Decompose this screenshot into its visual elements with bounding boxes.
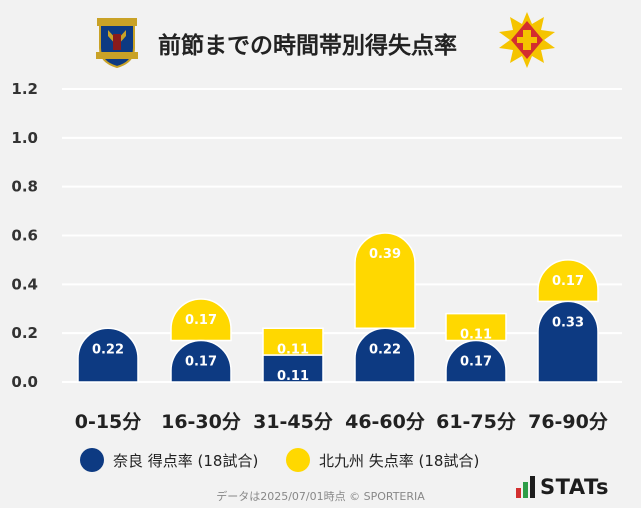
bar-value-label: 0.17 xyxy=(552,274,584,289)
x-tick-label: 31-45分 xyxy=(253,411,333,433)
bar-segment-home xyxy=(537,300,599,383)
stats-bars-icon xyxy=(516,476,535,498)
y-tick-label: 0.8 xyxy=(11,178,38,196)
x-tick-label: 16-30分 xyxy=(161,411,241,433)
stats-brand-text: STATs xyxy=(540,475,609,499)
chart-title: 前節までの時間帯別得失点率 xyxy=(158,33,457,59)
y-tick-label: 1.0 xyxy=(11,129,38,147)
bar-value-label: 0.22 xyxy=(92,342,124,357)
legend: 奈良 得点率 (18試合) 北九州 失点率 (18試合) xyxy=(80,448,580,476)
x-tick-label: 0-15分 xyxy=(75,411,142,433)
footer-note: データは2025/07/01時点 © SPORTERIA xyxy=(216,490,425,503)
bar-segment-home xyxy=(77,327,139,383)
y-tick-label: 0.0 xyxy=(11,373,38,391)
bar-value-label: 0.11 xyxy=(277,369,309,384)
bar-segment-away xyxy=(445,312,507,342)
bar-segment-away xyxy=(170,298,232,342)
y-tick-label: 0.4 xyxy=(11,275,38,293)
bar-value-label: 0.17 xyxy=(185,313,217,328)
bar-value-label: 0.39 xyxy=(369,247,401,262)
bar-value-label: 0.33 xyxy=(552,315,584,330)
bar-segment-home xyxy=(354,327,416,383)
bar-segment-home xyxy=(170,339,232,383)
nara-club-crest-icon xyxy=(96,18,138,68)
bar-segment-home xyxy=(262,354,324,383)
bar-value-label: 0.22 xyxy=(369,342,401,357)
legend-item-away: 北九州 失点率 (18試合) xyxy=(286,448,479,472)
legend-item-home: 奈良 得点率 (18試合) xyxy=(80,448,258,472)
y-tick-label: 1.2 xyxy=(11,80,38,98)
legend-label-home: 奈良 得点率 (18試合) xyxy=(113,451,259,470)
stats-logo: STATs xyxy=(516,474,609,500)
legend-swatch-away xyxy=(286,448,310,472)
x-tick-label: 76-90分 xyxy=(528,411,608,433)
y-tick-label: 0.2 xyxy=(11,324,38,342)
bar-segment-away xyxy=(537,259,599,303)
bar-segment-away xyxy=(354,232,416,330)
bar-segment-home xyxy=(445,339,507,383)
x-tick-label: 61-75分 xyxy=(436,411,516,433)
legend-label-away: 北九州 失点率 (18試合) xyxy=(319,451,480,470)
y-tick-label: 0.6 xyxy=(11,227,38,245)
legend-swatch-home xyxy=(80,448,104,472)
bar-value-label: 0.17 xyxy=(185,354,217,369)
bar-value-label: 0.11 xyxy=(277,342,309,357)
title-row: 前節までの時間帯別得失点率 xyxy=(0,12,641,68)
kitakyushu-crest-icon xyxy=(499,12,555,68)
x-tick-label: 46-60分 xyxy=(345,411,425,433)
bar-value-label: 0.11 xyxy=(460,328,492,343)
bar-value-label: 0.17 xyxy=(460,354,492,369)
chart-area: 0.0 0.2 0.4 0.6 0.8 1.0 1.2 0.22 0-15分 0.17 0.17 16… xyxy=(11,80,622,433)
